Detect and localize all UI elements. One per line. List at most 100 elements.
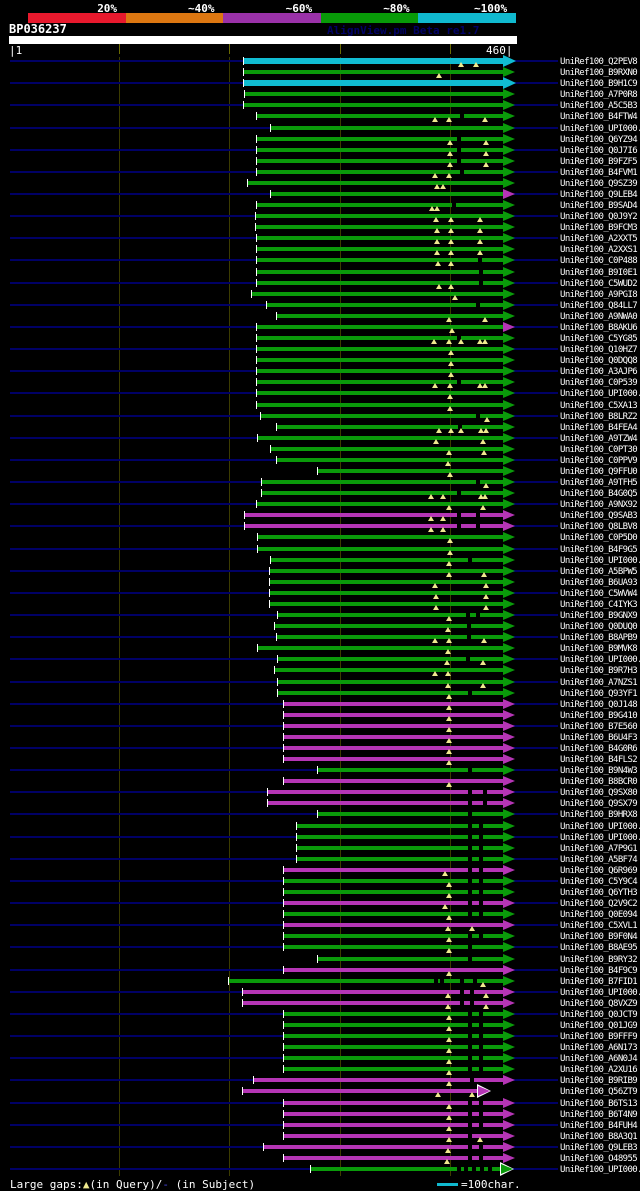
hit-label[interactable]: UniRef100_C5XVL1	[560, 921, 638, 932]
hit-label[interactable]: UniRef100_B4FUH4	[560, 1120, 638, 1131]
hit-label[interactable]: UniRef100_Q6R969	[560, 865, 638, 876]
hit-label[interactable]: UniRef100_UPI000..	[560, 555, 640, 566]
hit-bar[interactable]	[284, 867, 503, 872]
hit-label[interactable]: UniRef100_B9FCM3	[560, 223, 638, 234]
hit-label[interactable]: UniRef100_UPI000..	[560, 832, 640, 843]
hit-label[interactable]: UniRef100_A9TZW4	[560, 433, 638, 444]
hit-label[interactable]: UniRef100_B8AE95	[560, 943, 638, 954]
hit-bar[interactable]	[318, 812, 503, 817]
hit-label[interactable]: UniRef100_B9SAD4	[560, 201, 638, 211]
hit-bar[interactable]	[284, 734, 503, 739]
hit-bar[interactable]	[257, 258, 503, 263]
hit-label[interactable]: UniRef100_C0P539	[560, 378, 638, 389]
hit-label[interactable]: UniRef100_A9PGI8	[560, 289, 638, 300]
hit-label[interactable]: UniRef100_A3AJP6	[560, 367, 638, 378]
hit-label[interactable]: UniRef100_UPI000..	[560, 987, 640, 998]
hit-bar[interactable]	[243, 1000, 503, 1005]
hit-bar[interactable]	[297, 823, 503, 828]
hit-bar[interactable]	[284, 967, 503, 972]
hit-bar[interactable]	[257, 391, 503, 396]
hit-label[interactable]: UniRef100_B9N4W3	[560, 766, 638, 777]
hit-label[interactable]: UniRef100_UPI000..	[560, 123, 640, 134]
hit-label[interactable]: UniRef100_Q9SX79	[560, 799, 638, 810]
hit-bar[interactable]	[257, 114, 503, 119]
hit-bar[interactable]	[262, 491, 503, 496]
hit-bar[interactable]	[284, 934, 503, 939]
hit-label[interactable]: UniRef100_A9TFH5	[560, 478, 638, 488]
hit-label[interactable]: UniRef100_B4FVM1	[560, 167, 638, 178]
hit-bar[interactable]	[252, 291, 503, 296]
hit-label[interactable]: UniRef100_O48955	[560, 1153, 638, 1164]
hit-label[interactable]: UniRef100_B4FEA4	[560, 422, 638, 433]
hit-label[interactable]: UniRef100_Q0JCT9	[560, 1009, 638, 1020]
hit-bar[interactable]	[257, 324, 503, 329]
hit-label[interactable]: UniRef100_B9RY32	[560, 954, 638, 965]
hit-bar[interactable]	[257, 380, 503, 385]
hit-label[interactable]: UniRef100_Q0E094	[560, 910, 638, 921]
hit-label[interactable]: UniRef100_B4G0R6	[560, 744, 638, 754]
hit-label[interactable]: UniRef100_Q9SX80	[560, 788, 638, 799]
hit-label[interactable]: UniRef100_B6UA93	[560, 577, 638, 588]
hit-label[interactable]: UniRef100_Q9FFU0	[560, 467, 638, 477]
hit-bar[interactable]	[278, 657, 503, 662]
hit-bar[interactable]	[257, 280, 503, 285]
hit-label[interactable]: UniRef100_A7P0R8	[560, 90, 638, 101]
hit-bar[interactable]	[243, 989, 503, 994]
hit-bar[interactable]	[261, 413, 503, 418]
hit-label[interactable]: UniRef100_Q9SZ39	[560, 178, 638, 189]
hit-bar[interactable]	[284, 878, 503, 883]
hit-bar[interactable]	[258, 646, 503, 651]
hit-bar[interactable]	[256, 225, 503, 230]
hit-bar[interactable]	[257, 203, 503, 207]
hit-label[interactable]: UniRef100_B8AKU6	[560, 322, 638, 333]
hit-label[interactable]: UniRef100_B9HRX8	[560, 810, 638, 821]
hit-bar[interactable]	[257, 158, 503, 163]
hit-bar[interactable]	[245, 524, 503, 529]
hit-label[interactable]: UniRef100_Q0J9Y2	[560, 212, 638, 223]
hit-label[interactable]: UniRef100_A5BPW5	[560, 566, 638, 577]
hit-label[interactable]: UniRef100_B9FFF9	[560, 1032, 638, 1042]
hit-label[interactable]: UniRef100_UPI000..	[560, 389, 640, 400]
hit-bar[interactable]	[284, 1011, 503, 1016]
hit-bar[interactable]	[264, 1144, 503, 1149]
hit-label[interactable]: UniRef100_C4IYK3	[560, 599, 638, 610]
hit-bar[interactable]	[284, 901, 503, 906]
hit-label[interactable]: UniRef100_C0P5D0	[560, 533, 638, 544]
hit-label[interactable]: UniRef100_A2XU16	[560, 1065, 638, 1076]
hit-label[interactable]: UniRef100_B9RIB9	[560, 1076, 638, 1087]
hit-label[interactable]: UniRef100_Q0DQQ8	[560, 356, 638, 367]
hit-label[interactable]: UniRef100_Q0DUQ0	[560, 622, 638, 633]
hit-bar[interactable]	[284, 1023, 503, 1027]
hit-bar[interactable]	[297, 856, 503, 861]
hit-bar[interactable]	[284, 701, 503, 706]
hit-label[interactable]: UniRef100_B4F9G5	[560, 544, 638, 555]
hit-label[interactable]: UniRef100_B9GNX9	[560, 611, 638, 621]
hit-label[interactable]: UniRef100_Q0J148	[560, 699, 638, 710]
hit-label[interactable]: UniRef100_C0PT30	[560, 444, 638, 455]
hit-bar[interactable]	[243, 1089, 477, 1094]
hit-bar[interactable]	[244, 70, 503, 75]
hit-label[interactable]: UniRef100_B9I0E1	[560, 267, 638, 278]
hit-label[interactable]: UniRef100_A5C5B3	[560, 101, 638, 112]
hit-label[interactable]: UniRef100_B9FZF5	[560, 156, 638, 167]
hit-label[interactable]: UniRef100_B4FLS2	[560, 755, 638, 765]
hit-bar[interactable]	[270, 579, 503, 584]
hit-label[interactable]: UniRef100_Q56ZT9	[560, 1087, 638, 1098]
hit-bar[interactable]	[318, 768, 503, 773]
hit-label[interactable]: UniRef100_Q10HZ7	[560, 345, 638, 356]
hit-label[interactable]: UniRef100_A7P9G1	[560, 843, 638, 854]
hit-label[interactable]: UniRef100_Q93YF1	[560, 688, 638, 699]
hit-label[interactable]: UniRef100_Q84LL7	[560, 300, 638, 311]
hit-label[interactable]: UniRef100_B7E560	[560, 721, 638, 732]
hit-label[interactable]: UniRef100_A6N173	[560, 1043, 638, 1054]
hit-bar[interactable]	[284, 746, 503, 750]
hit-bar[interactable]	[257, 269, 503, 274]
hit-label[interactable]: UniRef100_UPI000..	[560, 821, 640, 832]
hit-label[interactable]: UniRef100_Q9LEB3	[560, 1142, 638, 1153]
hit-label[interactable]: UniRef100_Q6YZ94	[560, 134, 638, 145]
hit-bar[interactable]	[284, 1155, 503, 1160]
hit-label[interactable]: UniRef100_C5WVW4	[560, 588, 638, 599]
hit-bar[interactable]	[257, 147, 503, 152]
hit-bar[interactable]	[284, 757, 503, 761]
hit-bar[interactable]	[284, 1111, 503, 1116]
